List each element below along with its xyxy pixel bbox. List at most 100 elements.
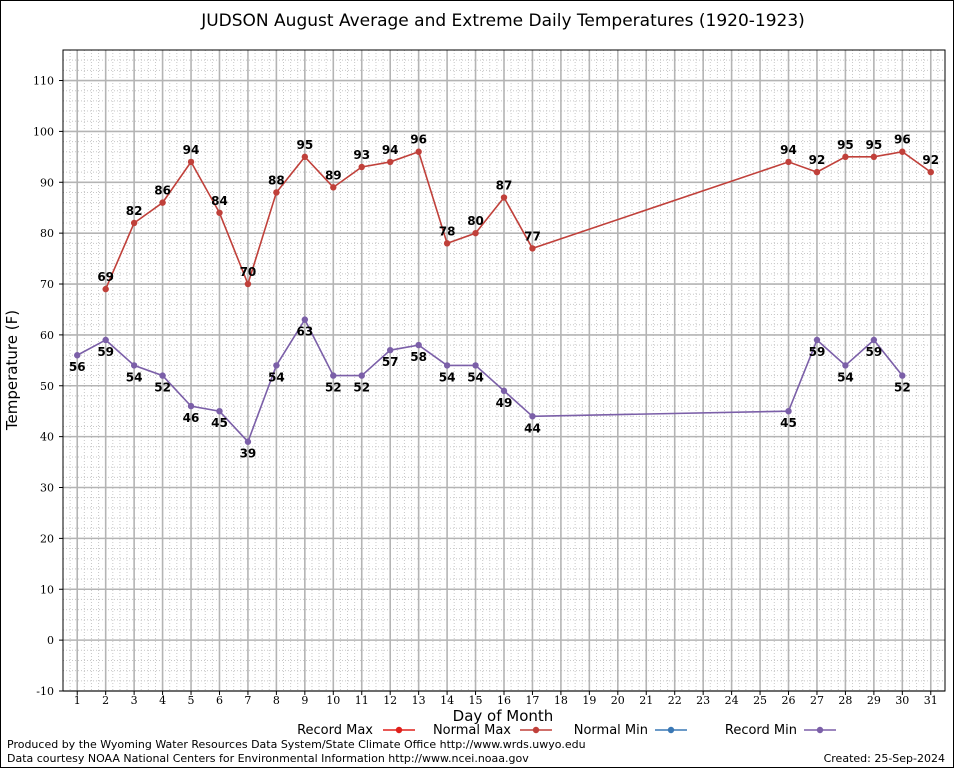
chart-title: JUDSON August Average and Extreme Daily …	[200, 11, 805, 31]
record-min-point	[386, 346, 394, 354]
record-max-data-label: 88	[268, 173, 285, 187]
x-tick-label: 20	[611, 694, 625, 707]
x-tick-label: 26	[782, 694, 796, 707]
legend: Record Max Normal Max Normal Min Record Min	[297, 723, 836, 738]
record-min-data-label: 57	[382, 355, 399, 369]
x-tick-label: 12	[383, 694, 397, 707]
x-tick-label: 16	[497, 694, 511, 707]
record-max-data-label: 94	[382, 143, 399, 157]
y-tick-label: 0	[47, 634, 54, 647]
record-max-point	[102, 285, 109, 293]
legend-marker-normal-max	[532, 726, 540, 734]
record-min-point	[187, 402, 195, 410]
record-max-data-label: 80	[467, 214, 484, 228]
x-tick-label: 28	[838, 694, 852, 707]
record-min-data-label: 54	[467, 370, 484, 384]
legend-marker-normal-min	[667, 726, 675, 734]
record-max-point	[899, 148, 906, 155]
record-max-data-label: 93	[353, 148, 370, 162]
record-max-data-label: 96	[894, 133, 911, 147]
record-min-data-label: 52	[154, 381, 171, 395]
record-min-point	[813, 336, 821, 344]
x-tick-label: 7	[244, 694, 251, 707]
record-max-data-label: 86	[154, 184, 171, 198]
x-tick-label: 13	[412, 694, 426, 707]
x-axis-label: Day of Month	[453, 707, 554, 725]
x-tick-label: 22	[668, 694, 682, 707]
record-max-data-label: 77	[524, 229, 541, 243]
record-min-data-label: 45	[211, 416, 228, 430]
x-tick-label: 15	[469, 694, 483, 707]
legend-label-normal-min: Normal Min	[574, 723, 648, 738]
record-max-point	[529, 245, 536, 252]
legend-label-record-max: Record Max	[297, 723, 373, 738]
record-min-point	[870, 336, 878, 344]
x-tick-label: 24	[725, 694, 739, 707]
record-max-point	[415, 148, 422, 155]
y-tick-label: 10	[40, 583, 54, 596]
y-tick-label: 70	[40, 278, 54, 291]
record-max-data-label: 92	[809, 153, 826, 167]
record-max-data-label: 78	[439, 224, 456, 238]
y-axis-label: Temperature (F)	[3, 310, 21, 431]
x-tick-label: 29	[867, 694, 881, 707]
record-max-data-label: 95	[296, 138, 313, 152]
legend-label-record-min: Record Min	[725, 723, 797, 738]
record-max-point	[785, 158, 792, 166]
record-min-point	[216, 407, 223, 415]
record-min-data-label: 46	[183, 411, 200, 425]
record-min-data-label: 54	[126, 370, 143, 384]
record-max-point	[842, 153, 849, 161]
record-max-point	[500, 194, 508, 201]
record-max-point	[159, 199, 166, 206]
record-min-line	[76, 317, 903, 444]
x-tick-label: 30	[895, 694, 909, 707]
axis-ticks: 1 2 3 4 5 6 7 8 9 10 11 12 13 14 15 16 17 18 19 20 21 22 23 24 2…	[33, 75, 938, 707]
record-max-point	[927, 168, 934, 176]
record-min-data-label: 54	[439, 370, 456, 384]
record-max-point	[130, 219, 138, 227]
x-tick-label: 17	[525, 694, 539, 707]
y-tick-label: 50	[40, 380, 54, 393]
y-tick-label: 20	[40, 532, 54, 545]
record-min-point	[301, 316, 309, 323]
record-min-data-label: 49	[496, 396, 513, 410]
record-min-data-label: 44	[524, 421, 541, 435]
x-tick-label: 21	[639, 694, 653, 707]
y-tick-label: -10	[36, 685, 54, 698]
x-tick-label: 2	[102, 694, 109, 707]
x-tick-label: 11	[355, 694, 369, 707]
record-min-point	[899, 372, 906, 379]
record-max-point	[216, 209, 223, 216]
footer-data-courtesy: Data courtesy NOAA National Centers for …	[7, 752, 529, 765]
record-max-data-label: 89	[325, 168, 342, 182]
record-min-data-label: 63	[296, 325, 313, 339]
record-max-point	[472, 229, 479, 237]
record-min-data-label: 52	[894, 381, 911, 395]
x-tick-label: 23	[696, 694, 710, 707]
record-max-point	[187, 158, 195, 166]
record-min-point	[529, 413, 536, 420]
record-max-point	[813, 168, 821, 176]
record-max-point	[330, 184, 337, 191]
record-max-data-label: 87	[496, 179, 513, 193]
record-max-data-label: 95	[866, 138, 883, 152]
record-min-point	[330, 372, 337, 379]
y-tick-label: 80	[40, 227, 54, 240]
data-labels: 69 82 86 94 84 70 88 95 89 93 94 96 78 80 87 77 94 92 95 95…	[69, 133, 939, 461]
x-tick-label: 25	[753, 694, 767, 707]
record-max-point	[870, 153, 878, 161]
record-min-data-label: 59	[866, 345, 883, 359]
x-tick-label: 4	[159, 694, 166, 707]
record-min-data-label: 59	[809, 345, 826, 359]
record-min-point	[785, 407, 792, 415]
record-min-point	[443, 362, 451, 369]
y-tick-label: 90	[40, 176, 54, 189]
record-min-point	[472, 362, 479, 369]
record-max-data-label: 84	[211, 194, 228, 208]
x-tick-label: 27	[810, 694, 824, 707]
record-min-data-label: 56	[69, 360, 86, 374]
x-tick-label: 6	[216, 694, 223, 707]
record-max-point	[244, 280, 252, 288]
record-max-line	[104, 150, 932, 290]
